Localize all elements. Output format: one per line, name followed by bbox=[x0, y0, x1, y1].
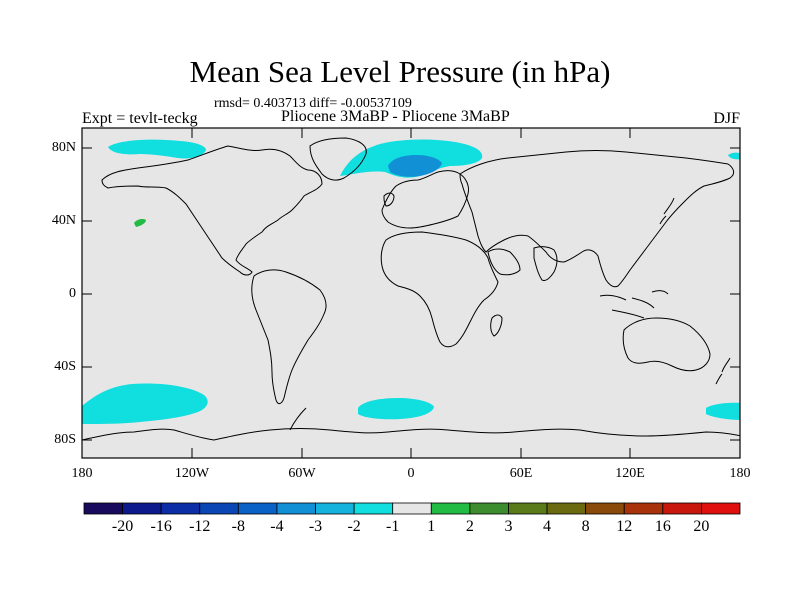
lat-label-40n: 40N bbox=[51, 213, 76, 228]
season-label: DJF bbox=[713, 110, 740, 127]
colorbar-swatch bbox=[392, 502, 432, 515]
lon-label-60w: 60W bbox=[288, 466, 316, 481]
colorbar-label: 2 bbox=[465, 518, 474, 535]
coast-japan bbox=[659, 197, 675, 225]
coast-indonesia bbox=[599, 290, 669, 319]
lon-label-60e: 60E bbox=[509, 466, 533, 481]
colorbar-swatch bbox=[122, 502, 162, 515]
anomaly-bering-east bbox=[728, 152, 740, 160]
colorbar-swatch bbox=[199, 502, 239, 515]
lat-label-40s: 40S bbox=[54, 359, 76, 374]
coast-new-zealand bbox=[715, 357, 731, 385]
colorbar-swatch bbox=[160, 502, 201, 515]
colorbar-label: 3 bbox=[504, 518, 513, 535]
coast-uk bbox=[383, 192, 395, 207]
coast-antarctic-peninsula bbox=[289, 407, 307, 431]
anomaly-fields bbox=[82, 139, 740, 424]
coast-south-america bbox=[251, 269, 327, 405]
colorbar-swatch bbox=[585, 502, 625, 515]
lat-ticks bbox=[82, 147, 740, 441]
coast-australia bbox=[622, 317, 711, 372]
colorbar-label: -2 bbox=[347, 518, 361, 535]
coast-greenland bbox=[309, 137, 367, 181]
coast-arabia bbox=[487, 248, 521, 276]
colorbar-label: -1 bbox=[386, 518, 400, 535]
lon-label-0: 0 bbox=[407, 466, 415, 481]
colorbar bbox=[83, 502, 741, 515]
anomaly-north-pacific-green bbox=[134, 219, 146, 227]
colorbar-swatch bbox=[353, 502, 394, 515]
lon-label-120e: 120E bbox=[615, 466, 645, 481]
lon-label-180w: 180 bbox=[71, 466, 93, 481]
lat-label-80n: 80N bbox=[51, 140, 76, 155]
colorbar-swatch bbox=[276, 502, 316, 515]
colorbar-swatch bbox=[623, 502, 664, 515]
experiment-name-label: Pliocene 3MaBP - Pliocene 3MaBP bbox=[281, 108, 510, 125]
anomaly-south-atlantic bbox=[358, 398, 434, 420]
colorbar-label: -16 bbox=[150, 518, 172, 535]
colorbar-label: 20 bbox=[693, 518, 710, 535]
coast-europe bbox=[381, 170, 469, 229]
colorbar-swatch bbox=[237, 502, 278, 515]
lon-label-120w: 120W bbox=[174, 466, 210, 481]
anomaly-south-pacific bbox=[82, 383, 208, 424]
lat-label-80s: 80S bbox=[54, 432, 76, 447]
colorbar-label: -3 bbox=[308, 518, 323, 535]
colorbar-swatch bbox=[508, 502, 548, 515]
coast-africa bbox=[380, 231, 499, 348]
lon-ticks bbox=[191, 128, 631, 458]
coast-india bbox=[533, 246, 558, 281]
colorbar-label: 8 bbox=[581, 518, 590, 535]
lon-label-180e: 180 bbox=[729, 466, 751, 481]
colorbar-label: -8 bbox=[231, 518, 245, 535]
colorbar-label: 12 bbox=[616, 518, 633, 535]
lat-label-0: 0 bbox=[69, 286, 76, 301]
colorbar-swatch bbox=[469, 502, 509, 515]
colorbar-swatch bbox=[430, 502, 471, 515]
colorbar-label: 1 bbox=[427, 518, 436, 535]
colorbar-swatch bbox=[701, 502, 741, 515]
coast-asia bbox=[459, 150, 735, 288]
anomaly-arctic-alaska bbox=[108, 139, 206, 159]
map-title: Mean Sea Level Pressure (in hPa) bbox=[189, 54, 611, 89]
stats-label: rmsd= 0.403713 diff= -0.00537109 bbox=[214, 96, 412, 111]
colorbar-label: -4 bbox=[270, 518, 284, 535]
colorbar-swatch bbox=[315, 502, 355, 515]
coast-madagascar bbox=[490, 314, 503, 337]
colorbar-swatch bbox=[662, 502, 702, 515]
anomaly-south-east-edge bbox=[706, 402, 740, 420]
coast-antarctica bbox=[82, 428, 740, 441]
colorbar-label: -12 bbox=[189, 518, 211, 535]
colorbar-swatch bbox=[546, 502, 587, 515]
coast-north-america bbox=[101, 145, 323, 276]
colorbar-swatch bbox=[83, 502, 123, 515]
colorbar-label: 4 bbox=[543, 518, 552, 535]
colorbar-label: 16 bbox=[654, 518, 671, 535]
colorbar-label: -20 bbox=[111, 518, 134, 535]
experiment-id-label: Expt = tevlt-teckg bbox=[82, 110, 198, 127]
coastlines bbox=[82, 137, 740, 441]
anomaly-arctic-core bbox=[388, 155, 442, 177]
